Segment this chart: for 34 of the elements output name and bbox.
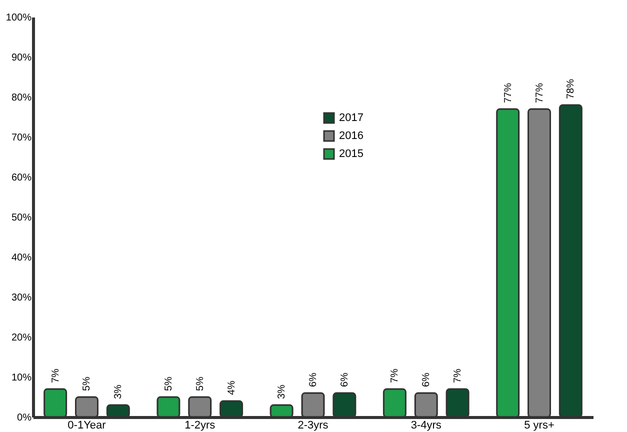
data-label: 4% (226, 380, 238, 395)
y-tick-label: 100% (6, 12, 32, 24)
data-label: 5% (82, 376, 93, 391)
y-tick-label: 0% (17, 412, 32, 424)
y-tick-label: 30% (11, 292, 32, 304)
data-label: 5% (194, 376, 206, 391)
x-tick-label: 5 yrs+ (524, 420, 554, 432)
x-tick-label: 3-4yrs (410, 420, 442, 432)
x-tick-label: 2-3yrs (298, 420, 329, 432)
data-label: 77% (534, 82, 546, 103)
y-tick-label: 70% (11, 132, 32, 144)
data-label: 7% (390, 368, 401, 383)
x-tick-label: 0-1Year (68, 420, 106, 432)
data-label: 6% (421, 372, 432, 387)
data-label: 3% (276, 384, 288, 399)
y-tick-label: 20% (11, 332, 32, 344)
data-label: 5% (163, 376, 174, 391)
data-label: 7% (452, 368, 464, 383)
y-tick-label: 10% (11, 372, 32, 384)
x-tick-label: 1-2yrs (184, 420, 216, 432)
y-tick-label: 90% (11, 52, 32, 64)
legend-label: 2016 (339, 130, 364, 142)
legend-label: 2017 (339, 112, 364, 124)
data-label: 3% (113, 384, 124, 399)
data-label: 78% (566, 78, 577, 99)
y-tick-label: 50% (11, 212, 32, 224)
y-tick-label: 40% (11, 252, 32, 264)
data-label: 6% (308, 372, 319, 387)
legend-label: 2015 (339, 148, 364, 160)
y-tick-label: 60% (11, 172, 32, 184)
data-label: 7% (50, 368, 62, 383)
data-label: 77% (502, 82, 514, 103)
data-label: 6% (339, 372, 350, 387)
y-tick-label: 80% (11, 92, 32, 104)
